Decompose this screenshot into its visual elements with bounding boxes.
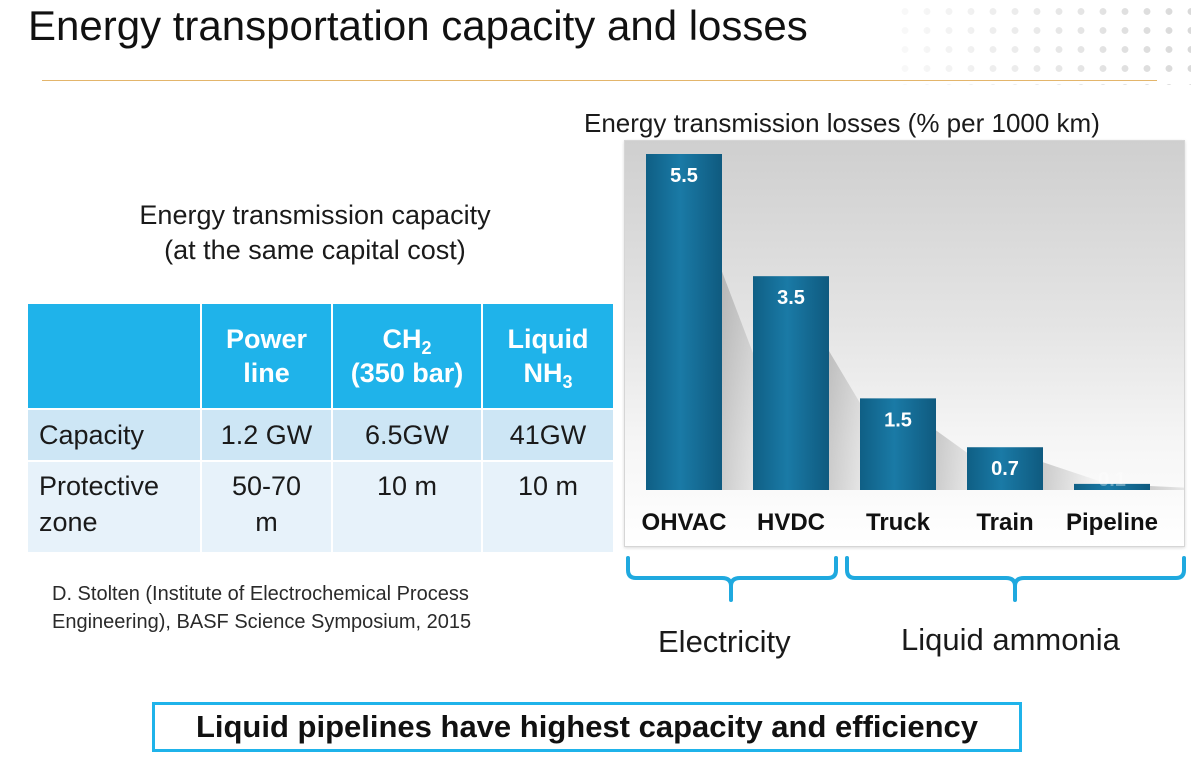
value-label-truck: 1.5 (884, 409, 912, 431)
header-power-line: Power line (200, 302, 333, 410)
cell-capacity-power-line: 1.2 GW (200, 408, 333, 462)
cell-capacity-ch2: 6.5GW (331, 408, 483, 462)
table-row-protective-zone: Protective zone 50-70 m 10 m 10 m (26, 460, 615, 554)
brace-electricity (626, 556, 838, 602)
cell-capacity-nh3: 41GW (481, 408, 615, 462)
bar-truck (860, 398, 936, 490)
category-label-hvdc: HVDC (757, 509, 825, 536)
table-row-capacity: Capacity 1.2 GW 6.5GW 41GW (26, 408, 615, 462)
category-label-truck: Truck (866, 509, 931, 536)
header-ch2-line1: CH2 (333, 322, 481, 358)
header-liquid-nh3: Liquid NH3 (481, 302, 615, 410)
cell-zone-power-line-line1: 50-70 (231, 471, 302, 501)
source-line2: Engineering), BASF Science Symposium, 20… (52, 611, 472, 633)
capacity-table: Power line CH2 (350 bar) Liquid NH3 Capa… (26, 302, 615, 554)
cell-zone-ch2: 10 m (331, 460, 483, 554)
header-nh3-line1: Liquid (507, 324, 589, 354)
group-label-liquid-ammonia: Liquid ammonia (901, 622, 1120, 657)
value-label-ohvac: 5.5 (670, 165, 698, 187)
cell-zone-power-line: 50-70 m (200, 460, 333, 554)
value-label-pipeline: 0.1 (1098, 469, 1126, 491)
header-nh3-subscript: 3 (562, 372, 573, 392)
header-ch2: CH2 (350 bar) (331, 302, 483, 410)
cell-zone-ch2-line1: 10 m (376, 471, 438, 501)
value-label-hvdc: 3.5 (777, 287, 805, 309)
bar-shadow-pipeline (1150, 486, 1184, 490)
header-ch2-subscript: 2 (421, 338, 432, 358)
row-label-line1: Protective (39, 471, 160, 501)
bar-pipeline (1074, 483, 1150, 490)
capacity-heading-line2: (at the same capital cost) (164, 235, 466, 265)
header-power-line-line1: Power (225, 324, 308, 354)
capacity-heading: Energy transmission capacity (at the sam… (30, 198, 600, 268)
losses-bar-chart: 5.5 OHVAC 3.5 HVDC 1.5 Truck 0.7 Train 0.1 Pipeli… (642, 154, 1184, 536)
bar-ohvac (646, 154, 722, 490)
header-ch2-line2: (350 bar) (350, 358, 464, 388)
source-citation: D. Stolten (Institute of Electrochemical… (52, 580, 471, 636)
header-ch2-formula: CH (382, 324, 422, 354)
bar-hvdc (753, 276, 829, 490)
group-label-electricity: Electricity (658, 624, 791, 659)
row-label-protective-zone: Protective zone (26, 460, 202, 554)
row-label-capacity: Capacity (26, 408, 202, 462)
capacity-heading-line1: Energy transmission capacity (139, 200, 491, 230)
cell-zone-nh3: 10 m (481, 460, 615, 554)
row-label-line2: zone (39, 507, 98, 537)
brace-liquid-ammonia (845, 556, 1186, 602)
chart-title: Energy transmission losses (% per 1000 k… (584, 108, 1100, 138)
bar-shadow-train (1043, 462, 1103, 490)
chart-panel: 5.5 OHVAC 3.5 HVDC 1.5 Truck 0.7 Train 0.1 Pipeli… (624, 140, 1185, 547)
header-corner-cell (26, 302, 202, 410)
header-nh3-line2: NH3 (483, 356, 613, 392)
category-label-train: Train (976, 509, 1033, 536)
cell-zone-power-line-line2: m (255, 507, 278, 537)
title-divider (42, 80, 1157, 81)
category-label-pipeline: Pipeline (1066, 509, 1158, 536)
source-line1: D. Stolten (Institute of Electrochemical… (52, 583, 469, 605)
conclusion-callout: Liquid pipelines have highest capacity a… (152, 702, 1022, 752)
category-label-ohvac: OHVAC (642, 509, 727, 536)
bar-train (967, 447, 1043, 490)
value-label-train: 0.7 (991, 458, 1019, 480)
decorative-dot-pattern (890, 0, 1191, 85)
header-nh3-formula: NH (523, 358, 563, 388)
slide-title: Energy transportation capacity and losse… (28, 2, 808, 49)
table-header-row: Power line CH2 (350 bar) Liquid NH3 (26, 302, 615, 410)
cell-zone-nh3-line1: 10 m (517, 471, 579, 501)
header-power-line-line2: line (243, 358, 290, 388)
